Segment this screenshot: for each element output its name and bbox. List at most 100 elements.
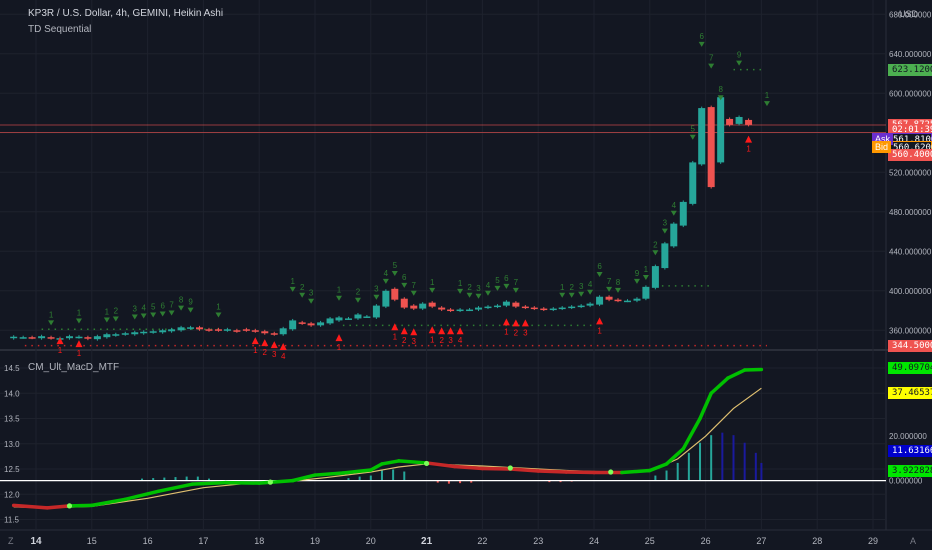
td-count-label: 3 xyxy=(374,285,379,294)
macd-left-tick-label: 12.0 xyxy=(4,490,20,499)
macd-line-segment xyxy=(313,471,345,477)
candle-body xyxy=(168,329,176,332)
macd-histogram-bar xyxy=(380,470,383,481)
time-tick-label: 17 xyxy=(198,536,208,546)
macd-line-segment xyxy=(620,468,652,475)
candle-body xyxy=(335,317,343,321)
td-sell-setup-marker xyxy=(401,282,408,288)
td-buy-setup-marker xyxy=(391,323,399,331)
macd-line-segment xyxy=(742,367,764,372)
candle-body xyxy=(10,336,18,339)
macd-cross-dot xyxy=(66,503,73,509)
candle-body xyxy=(474,307,482,310)
candle-body xyxy=(205,329,213,331)
price-tick-label: 480.000000 xyxy=(889,208,932,217)
price-tick-label: 520.000000 xyxy=(889,168,932,177)
macd-histogram-bar xyxy=(732,435,735,481)
price-tick-label: 640.000000 xyxy=(889,50,932,59)
td-buy-setup-marker xyxy=(745,135,753,143)
macd-line-segment xyxy=(341,468,373,475)
corner-right-label[interactable]: A xyxy=(909,536,916,546)
macd-histogram-bar xyxy=(207,478,210,481)
candle-body xyxy=(568,306,576,309)
td-sequential-legend[interactable]: TD Sequential xyxy=(28,24,92,35)
macd-line-segment xyxy=(480,466,513,471)
macd-line-segment xyxy=(726,368,747,380)
td-count-label: 4 xyxy=(672,201,677,210)
td-count-label: 1 xyxy=(337,343,342,352)
candle-body xyxy=(131,332,139,335)
macd-histogram-bar xyxy=(163,477,166,481)
td-count-label: 6 xyxy=(160,302,165,311)
td-count-label: 8 xyxy=(616,278,621,287)
price-tag: 560.400000 xyxy=(888,148,932,161)
candle-body xyxy=(651,266,659,288)
td-sell-setup-marker xyxy=(178,305,185,311)
td-count-label: 4 xyxy=(141,304,146,313)
macd-line-segment xyxy=(452,464,485,471)
td-count-label: 2 xyxy=(356,288,361,297)
td-count-label: 1 xyxy=(49,310,54,319)
macd-left-tick-label: 12.5 xyxy=(4,465,20,474)
candle-body xyxy=(195,327,203,330)
td-sell-setup-marker xyxy=(215,312,222,318)
candle-body xyxy=(447,309,455,312)
td-count-label: 1 xyxy=(77,349,82,358)
candle-body xyxy=(65,336,73,339)
candle-body xyxy=(159,330,167,333)
time-tick-label: 28 xyxy=(812,536,822,546)
candle-body xyxy=(679,201,687,226)
candle-body xyxy=(493,305,501,308)
td-sell-setup-marker xyxy=(503,283,510,289)
macd-histogram-bar xyxy=(676,462,679,481)
td-count-label: 4 xyxy=(384,269,389,278)
candle-body xyxy=(391,288,399,300)
symbol-legend[interactable]: KP3R / U.S. Dollar, 4h, GEMINI, Heikin A… xyxy=(28,8,224,19)
macd-line-segment xyxy=(508,467,540,473)
macd-cross-dot xyxy=(507,465,513,471)
macd-legend[interactable]: CM_Ult_MacD_MTF xyxy=(28,362,120,373)
td-buy-setup-marker xyxy=(279,343,287,351)
td-count-label: 1 xyxy=(746,145,751,154)
macd-line-segment xyxy=(698,391,713,421)
macd-histogram-bar xyxy=(754,452,757,481)
candle-body xyxy=(28,337,36,339)
td-sell-setup-marker xyxy=(512,287,519,293)
macd-right-tick-label: 20.000000 xyxy=(889,432,927,441)
candle-body xyxy=(93,336,101,340)
td-count-label: 3 xyxy=(412,337,417,346)
time-tick-label: 20 xyxy=(366,536,376,546)
candle-body xyxy=(121,333,129,335)
td-count-label: 2 xyxy=(114,306,119,315)
td-buy-setup-marker xyxy=(521,319,529,327)
td-sell-setup-marker xyxy=(475,293,482,299)
td-sell-setup-marker xyxy=(606,286,613,292)
macd-value-tag: 3.922828 xyxy=(888,464,932,477)
candle-body xyxy=(363,316,371,318)
td-sell-setup-marker xyxy=(289,286,296,292)
candle-body xyxy=(502,301,510,306)
td-sell-setup-marker xyxy=(661,228,668,234)
td-count-label: 1 xyxy=(77,308,82,317)
td-count-label: 1 xyxy=(253,346,258,355)
td-count-label: 6 xyxy=(402,273,407,282)
td-count-label: 1 xyxy=(290,277,295,286)
candle-body xyxy=(642,286,650,299)
corner-left-label[interactable]: Z xyxy=(8,536,14,546)
td-count-label: 2 xyxy=(439,336,444,345)
td-sell-setup-marker xyxy=(410,290,417,296)
td-buy-setup-marker xyxy=(56,337,64,345)
candle-body xyxy=(326,318,334,324)
td-count-label: 7 xyxy=(607,277,612,286)
macd-left-tick-label: 14.5 xyxy=(4,364,20,373)
candle-body xyxy=(307,323,315,326)
time-tick-label: 19 xyxy=(310,536,320,546)
candle-body xyxy=(521,306,529,309)
td-sell-setup-marker xyxy=(75,318,82,324)
macd-line-segment xyxy=(11,503,49,510)
td-sell-setup-marker xyxy=(494,285,501,291)
td-buy-setup-marker xyxy=(512,319,520,327)
td-count-label: 3 xyxy=(272,350,277,359)
candle-body xyxy=(84,337,92,339)
